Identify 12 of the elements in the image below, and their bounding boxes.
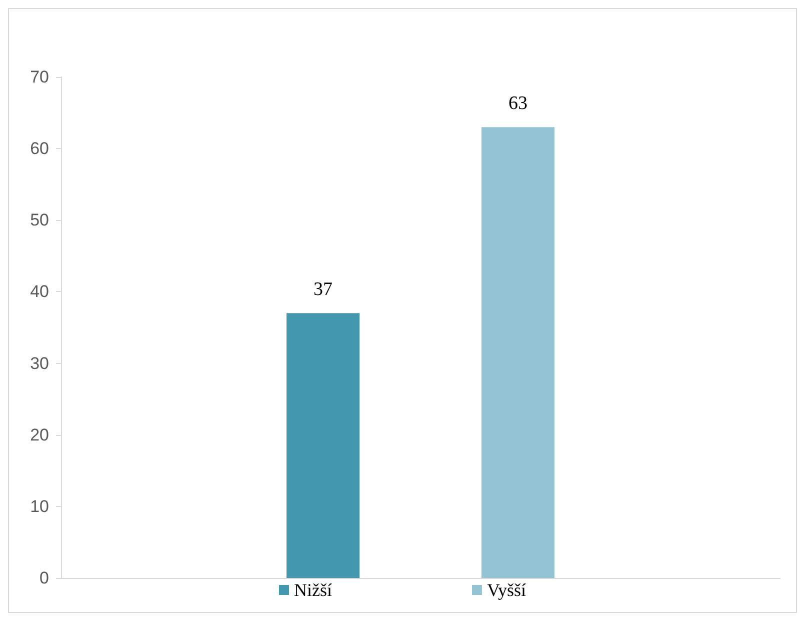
data-label: 63 (508, 93, 528, 114)
y-tick-label: 30 (30, 354, 49, 373)
legend-label: Nižší (294, 580, 332, 600)
y-tick-label: 0 (40, 568, 49, 588)
data-label: 37 (314, 279, 333, 300)
y-tick-label: 10 (30, 496, 49, 516)
y-tick-label: 70 (30, 68, 49, 86)
y-tick-label: 20 (30, 425, 49, 444)
y-tick-label: 60 (30, 139, 49, 158)
legend-label: Vyšší (486, 580, 526, 600)
y-tick-label: 50 (30, 210, 49, 230)
y-tick-label: 40 (30, 282, 49, 302)
